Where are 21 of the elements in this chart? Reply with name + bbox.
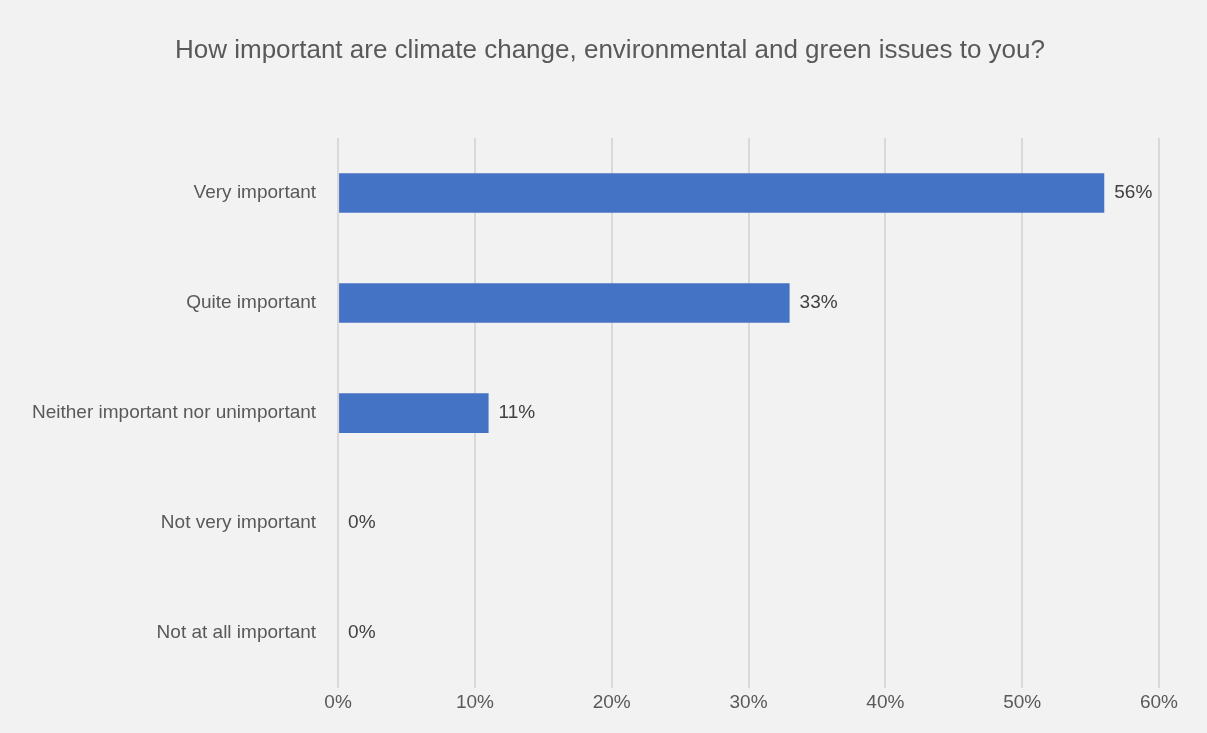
data-label: 0% bbox=[348, 511, 376, 533]
x-tick-label: 60% bbox=[1139, 690, 1179, 712]
data-label: 56% bbox=[1114, 181, 1153, 203]
x-tick-label: 40% bbox=[866, 690, 905, 712]
x-tick-label: 10% bbox=[455, 690, 495, 712]
y-tick-label: Not very important bbox=[160, 511, 317, 533]
bar bbox=[339, 283, 790, 323]
data-label: 11% bbox=[498, 401, 536, 423]
x-tick-label: 50% bbox=[1003, 690, 1042, 712]
bar bbox=[339, 393, 489, 433]
bar bbox=[339, 173, 1105, 213]
x-tick-label: 30% bbox=[729, 690, 768, 712]
y-tick-label: Very important bbox=[193, 181, 317, 203]
y-tick-label: Quite important bbox=[186, 291, 317, 313]
data-label: 0% bbox=[348, 621, 376, 643]
data-label: 33% bbox=[799, 291, 838, 313]
x-tick-label: 20% bbox=[592, 690, 631, 712]
x-tick-label: 0% bbox=[324, 690, 352, 712]
y-tick-label: Not at all important bbox=[156, 621, 317, 643]
y-tick-label: Neither important nor unimportant bbox=[31, 401, 317, 423]
chart-title: How important are climate change, environmental and green issues to you? bbox=[173, 33, 1046, 66]
